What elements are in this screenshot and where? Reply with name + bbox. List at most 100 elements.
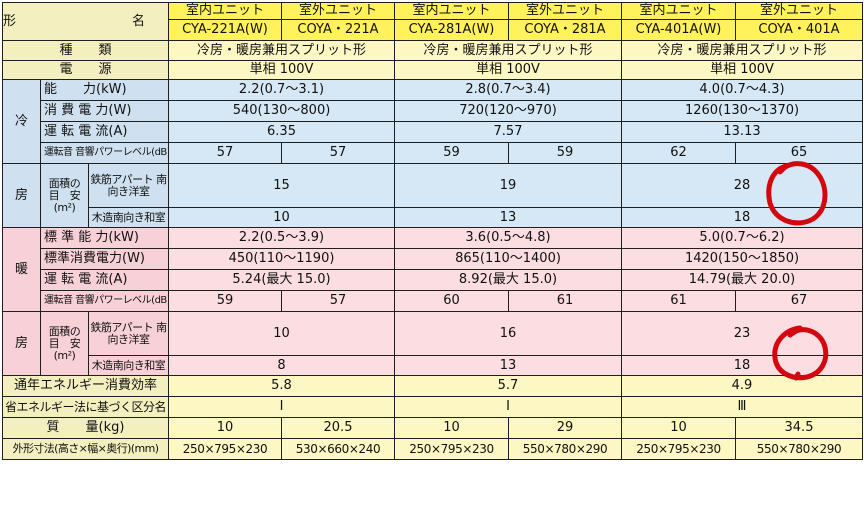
heating-noise-value: 57 xyxy=(281,290,395,312)
cooling-noise-value: 57 xyxy=(281,142,395,164)
spec-table: 形 名 室内ユニット 室外ユニット 室内ユニット 室外ユニット 室内ユニット 室… xyxy=(2,2,863,460)
heating-wood-label: 木造南向き和室 xyxy=(88,355,169,376)
heating-concrete-label: 鉄筋アパート 南向き洋室 xyxy=(88,311,169,356)
cooling-noise-value: 57 xyxy=(168,142,282,164)
type-row: 種 類 冷房・暖房兼用スプリット形 冷房・暖房兼用スプリット形 冷房・暖房兼用ス… xyxy=(2,40,863,61)
heating-consumption-value: 1420(150～1850) xyxy=(621,248,863,270)
dimensions-value: 250×795×230 xyxy=(394,438,509,460)
type-label: 種 類 xyxy=(2,40,169,61)
cooling-capacity-row: 冷 能 力(kW) 2.2(0.7～3.1) 2.8(0.7～3.4) 4.0(… xyxy=(2,79,863,164)
cooling-area-label: 面積の 目 安 (m²) xyxy=(40,163,89,228)
heating-wood-value: 8 xyxy=(168,355,395,376)
cooling-concrete-value: 19 xyxy=(394,163,622,208)
heating-current-value: 14.79(最大 20.0) xyxy=(621,269,863,291)
efficiency-value: 4.9 xyxy=(621,375,863,397)
cooling-wood-value: 10 xyxy=(168,207,395,228)
heating-noise-row: 運転音 音響パワーレベル(dB) 59 57 60 61 61 67 xyxy=(3,290,863,312)
cooling-noise-value: 62 xyxy=(621,142,736,164)
cooling-capacity-value: 2.2(0.7～3.1) xyxy=(168,79,395,101)
heating-current-row: 運 転 電 流(A) 5.24(最大 15.0) 8.92(最大 15.0) 1… xyxy=(3,269,863,291)
heating-capacity-row: 暖 標 準 能 力(kW) 2.2(0.5～3.9) 3.6(0.5～4.8) … xyxy=(2,227,863,312)
cooling-consumption-value: 1260(130～1370) xyxy=(621,100,863,122)
efficiency-value: 5.7 xyxy=(394,375,622,397)
heating-consumption-row: 標準消費電力(W) 450(110～1190) 865(110～1400) 14… xyxy=(3,248,863,270)
heating-concrete-value: 16 xyxy=(394,311,622,356)
cooling-current-label: 運 転 電 流(A) xyxy=(40,121,169,143)
energy-class-value: Ⅲ xyxy=(621,396,863,418)
cooling-section-label: 冷 xyxy=(2,79,41,164)
heating-consumption-value: 865(110～1400) xyxy=(394,248,622,270)
cooling-consumption-row: 消 費 電 力(W) 540(130～800) 720(120～970) 126… xyxy=(3,100,863,122)
cooling-noise-value: 59 xyxy=(394,142,509,164)
heating-section-label: 暖 xyxy=(2,227,41,312)
area-label-line: 目 安 xyxy=(48,188,81,202)
cooling-consumption-value: 540(130～800) xyxy=(168,100,395,122)
cooling-current-row: 運 転 電 流(A) 6.35 7.57 13.13 xyxy=(3,121,863,143)
power-label: 電 源 xyxy=(2,60,169,80)
cooling-section-label-bottom: 房 xyxy=(2,163,41,228)
area-label-line: 目 安 xyxy=(48,336,81,350)
energy-class-value: I xyxy=(394,396,622,418)
dimensions-label: 外形寸法(高さ×幅×奥行)(mm) xyxy=(2,438,169,460)
heating-current-value: 5.24(最大 15.0) xyxy=(168,269,395,291)
weight-row: 質 量(kg) 10 20.5 10 29 10 34.5 xyxy=(2,417,863,439)
cooling-consumption-label: 消 費 電 力(W) xyxy=(40,100,169,122)
heating-capacity-value: 5.0(0.7～6.2) xyxy=(621,227,863,249)
dimensions-value: 550×780×290 xyxy=(735,438,863,460)
cooling-current-value: 6.35 xyxy=(168,121,395,143)
heating-section-label-bottom: 房 xyxy=(2,311,41,376)
heating-noise-value: 60 xyxy=(394,290,509,312)
cooling-concrete-value: 15 xyxy=(168,163,395,208)
area-label-line: (m²) xyxy=(53,200,76,214)
heating-noise-label: 運転音 音響パワーレベル(dB) xyxy=(40,290,169,312)
header-row-units: 形 名 室内ユニット 室外ユニット 室内ユニット 室外ユニット 室内ユニット 室… xyxy=(2,2,863,41)
cooling-capacity-label: 能 力(kW) xyxy=(40,79,169,101)
dimensions-value: 250×795×230 xyxy=(621,438,736,460)
power-value: 単相 100V xyxy=(621,60,863,80)
outdoor-unit-header: 室外ユニット xyxy=(508,2,622,20)
energy-class-value: I xyxy=(168,396,395,418)
heating-concrete-value: 10 xyxy=(168,311,395,356)
cooling-concrete-value: 28 xyxy=(621,163,863,208)
heating-wood-value: 13 xyxy=(394,355,622,376)
model-number: CYA-281A(W) xyxy=(394,19,509,41)
power-value: 単相 100V xyxy=(168,60,395,80)
efficiency-row: 通年エネルギー消費効率 5.8 5.7 4.9 xyxy=(2,375,863,397)
weight-label: 質 量(kg) xyxy=(2,417,169,439)
cooling-area-row: 房 面積の 目 安 (m²) 鉄筋アパート 南向き洋室 15 19 28 xyxy=(2,163,863,228)
cooling-current-value: 7.57 xyxy=(394,121,622,143)
cooling-wood-row: 木造南向き和室 10 13 18 xyxy=(3,207,863,228)
area-label-line: 面積の xyxy=(48,176,81,190)
model-number: COYA・221A xyxy=(281,19,395,41)
outdoor-unit-header: 室外ユニット xyxy=(735,2,863,20)
cooling-consumption-value: 720(120～970) xyxy=(394,100,622,122)
cooling-concrete-label: 鉄筋アパート 南向き洋室 xyxy=(88,163,169,208)
dimensions-value: 250×795×230 xyxy=(168,438,282,460)
heating-capacity-value: 2.2(0.5～3.9) xyxy=(168,227,395,249)
weight-value: 29 xyxy=(508,417,622,439)
heating-concrete-value: 23 xyxy=(621,311,863,356)
cooling-wood-value: 13 xyxy=(394,207,622,228)
energy-class-row: 省エネルギー法に基づく区分名 I I Ⅲ xyxy=(2,396,863,418)
heating-wood-row: 木造南向き和室 8 13 18 xyxy=(3,355,863,376)
area-label-line: 面積の xyxy=(48,324,81,338)
heating-capacity-label: 標 準 能 力(kW) xyxy=(40,227,169,249)
cooling-capacity-value: 2.8(0.7～3.4) xyxy=(394,79,622,101)
header-row-models: CYA-221A(W) COYA・221A CYA-281A(W) COYA・2… xyxy=(3,19,863,41)
power-value: 単相 100V xyxy=(394,60,622,80)
indoor-unit-header: 室内ユニット xyxy=(168,2,282,20)
efficiency-value: 5.8 xyxy=(168,375,395,397)
dimensions-value: 550×780×290 xyxy=(508,438,622,460)
model-number: CYA-401A(W) xyxy=(621,19,736,41)
dimensions-row: 外形寸法(高さ×幅×奥行)(mm) 250×795×230 530×660×24… xyxy=(2,438,863,460)
cooling-noise-value: 65 xyxy=(735,142,863,164)
cooling-noise-value: 59 xyxy=(508,142,622,164)
heating-wood-value: 18 xyxy=(621,355,863,376)
heating-current-value: 8.92(最大 15.0) xyxy=(394,269,622,291)
energy-class-label: 省エネルギー法に基づく区分名 xyxy=(2,396,169,418)
heating-current-label: 運 転 電 流(A) xyxy=(40,269,169,291)
area-label-line: (m²) xyxy=(53,348,76,362)
indoor-unit-header: 室内ユニット xyxy=(621,2,736,20)
heating-noise-value: 61 xyxy=(621,290,736,312)
weight-value: 10 xyxy=(621,417,736,439)
